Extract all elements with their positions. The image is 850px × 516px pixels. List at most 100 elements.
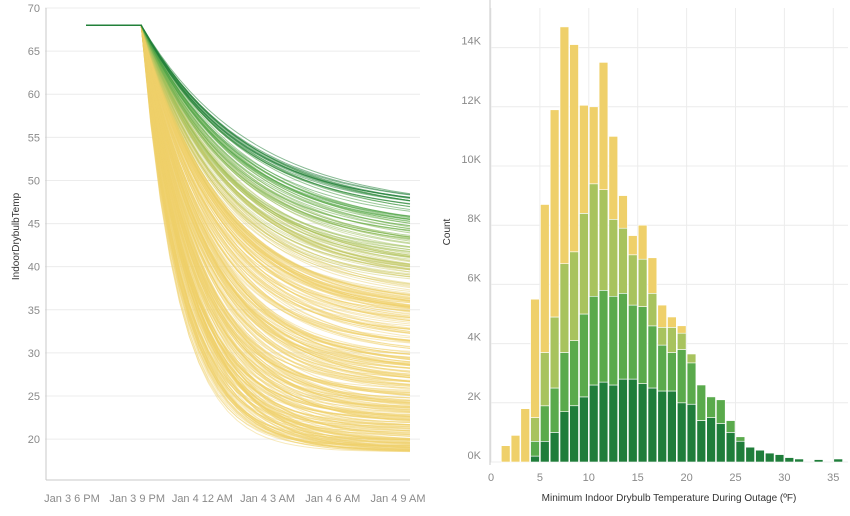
x-tick-label: Jan 3 6 PM (44, 493, 100, 505)
temperature-trace (86, 24, 411, 365)
temperature-trace (86, 24, 411, 383)
histogram-bar (618, 195, 628, 229)
temperature-trace (86, 24, 411, 417)
temperature-trace (86, 24, 411, 355)
temperature-trace (86, 24, 411, 436)
temperature-trace (86, 24, 411, 296)
temperature-trace (86, 24, 411, 303)
histogram-series (500, 26, 687, 463)
temperature-trace (86, 24, 411, 308)
temperature-trace (86, 24, 411, 414)
temperature-trace (86, 24, 411, 451)
temperature-trace (86, 24, 411, 409)
temperature-trace (86, 24, 411, 332)
temperature-trace (86, 24, 411, 449)
temperature-trace (86, 24, 411, 450)
temperature-trace (86, 24, 411, 312)
temperature-trace (86, 24, 411, 404)
histogram-bar (569, 340, 579, 407)
temperature-trace (86, 24, 411, 342)
temperature-trace (86, 24, 411, 432)
y-tick-label: 4K (468, 332, 482, 344)
temperature-trace (86, 24, 411, 429)
temperature-trace (86, 24, 411, 296)
temperature-trace (86, 24, 411, 386)
temperature-trace (86, 24, 411, 329)
x-tick-label: Jan 4 12 AM (172, 493, 233, 505)
temperature-trace (86, 24, 411, 415)
temperature-trace (86, 24, 411, 403)
temperature-trace (86, 24, 411, 258)
y-tick-label: 70 (28, 3, 40, 15)
histogram-bar (735, 436, 746, 442)
temperature-trace (86, 24, 411, 419)
histogram-bar (579, 313, 589, 398)
temperature-trace (86, 24, 411, 372)
temperature-trace (86, 24, 411, 295)
temperature-trace (86, 24, 411, 383)
y-tick-label: 45 (28, 219, 40, 231)
temperature-trace (86, 24, 411, 405)
temperature-trace (86, 24, 411, 312)
temperature-trace (86, 24, 411, 366)
temperature-trace (86, 24, 411, 265)
temperature-trace (86, 24, 411, 378)
temperature-trace (86, 24, 411, 396)
temperature-trace (86, 24, 411, 212)
temperature-trace (86, 24, 411, 406)
y-tick-label: 30 (28, 348, 40, 360)
temperature-trace (86, 24, 411, 251)
histogram-bar (618, 227, 628, 294)
x-axis-title: Minimum Indoor Drybulb Temperature Durin… (542, 493, 797, 504)
temperature-trace (86, 24, 411, 353)
temperature-trace (86, 24, 411, 271)
temperature-trace (86, 24, 411, 431)
temperature-trace (86, 24, 411, 342)
histogram-bar (667, 316, 677, 328)
temperature-trace (86, 24, 411, 270)
temperature-trace (86, 24, 411, 452)
temperature-trace (86, 24, 411, 307)
histogram-bar (676, 402, 687, 463)
temperature-trace (86, 24, 411, 285)
temperature-trace (86, 24, 411, 412)
temperature-trace (86, 24, 411, 441)
histogram-bar (647, 325, 658, 389)
x-tick-label: 35 (827, 472, 839, 484)
temperature-trace (86, 24, 411, 399)
temperature-trace (86, 24, 411, 360)
temperature-trace (86, 24, 411, 299)
temperature-trace (86, 24, 411, 430)
temperature-trace (86, 24, 411, 426)
temperature-trace (86, 24, 411, 366)
temperature-trace (86, 24, 411, 239)
temperature-trace (86, 24, 411, 416)
temperature-trace (86, 24, 411, 409)
temperature-trace (86, 24, 411, 306)
histogram-bar (628, 254, 638, 306)
temperature-trace (86, 24, 411, 402)
temperature-trace (86, 24, 411, 238)
temperature-trace (86, 24, 411, 341)
temperature-trace (86, 24, 411, 450)
temperature-trace (86, 24, 411, 343)
temperature-trace (86, 24, 411, 276)
y-tick-label: 25 (28, 391, 40, 403)
temperature-trace (86, 24, 411, 367)
histogram-bar (618, 292, 628, 380)
temperature-trace (86, 24, 411, 196)
temperature-trace (86, 24, 411, 289)
y-tick-label: 0K (468, 450, 482, 462)
temperature-trace (86, 24, 411, 266)
temperature-trace (86, 24, 411, 227)
temperature-trace (86, 24, 411, 217)
temperature-trace (86, 24, 411, 448)
line-chart-gridlines (45, 7, 420, 440)
histogram-bar (676, 332, 687, 350)
temperature-trace (86, 24, 411, 378)
temperature-trace (86, 24, 411, 451)
histogram-bar (833, 458, 843, 463)
temperature-trace (86, 24, 411, 306)
histogram-bar (549, 432, 560, 463)
temperature-trace (86, 24, 411, 301)
